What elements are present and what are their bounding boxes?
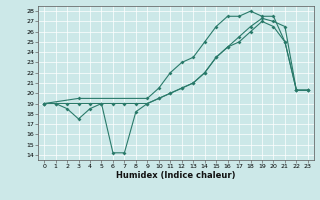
X-axis label: Humidex (Indice chaleur): Humidex (Indice chaleur)	[116, 171, 236, 180]
